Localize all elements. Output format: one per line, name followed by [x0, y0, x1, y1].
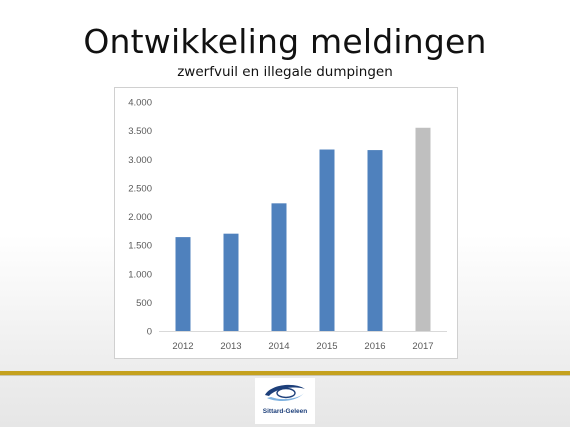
y-tick-label: 4.000 [128, 98, 152, 109]
y-tick-label: 3.000 [128, 155, 152, 166]
bar-2013 [223, 233, 239, 331]
bar-2017 [415, 127, 431, 331]
y-tick-label: 2.500 [128, 183, 152, 194]
x-tick-label: 2015 [316, 341, 337, 352]
y-tick-label: 3.500 [128, 126, 152, 137]
bar-2014 [271, 203, 287, 331]
divider-shadow [0, 375, 570, 376]
y-axis-labels: 0 500 1.000 1.500 2.000 2.500 3.000 3.500 4.000 [128, 98, 152, 338]
x-tick-label: 2013 [220, 341, 241, 352]
bar-2012 [175, 237, 191, 331]
bar-2015 [319, 149, 335, 331]
y-tick-label: 0 [147, 327, 152, 338]
x-tick-label: 2012 [172, 341, 193, 352]
gold-divider [0, 371, 570, 375]
slide-title: Ontwikkeling meldingen [83, 22, 487, 61]
logo-text: Sittard-Geleen [262, 408, 308, 415]
y-tick-label: 500 [136, 298, 152, 309]
y-tick-label: 1.000 [128, 269, 152, 280]
municipality-logo: Sittard-Geleen [255, 378, 315, 424]
x-tick-label: 2016 [364, 341, 385, 352]
x-tick-label: 2017 [412, 341, 433, 352]
chart-frame: 0 500 1.000 1.500 2.000 2.500 3.000 3.500 4.000 … [114, 87, 458, 359]
slide-subtitle: zwerfvuil en illegale dumpingen [177, 64, 393, 80]
x-axis-labels: 2012 2013 2014 2015 2016 2017 [172, 341, 433, 352]
x-tick-label: 2014 [268, 341, 289, 352]
municipality-logo-icon [265, 384, 305, 401]
bars [175, 127, 431, 331]
y-tick-label: 1.500 [128, 241, 152, 252]
bar-2016 [367, 150, 383, 331]
bar-chart: 05001.0001.5002.0002.5003.0003.5004.000 … [128, 98, 447, 352]
y-tick-label: 2.000 [128, 212, 152, 223]
